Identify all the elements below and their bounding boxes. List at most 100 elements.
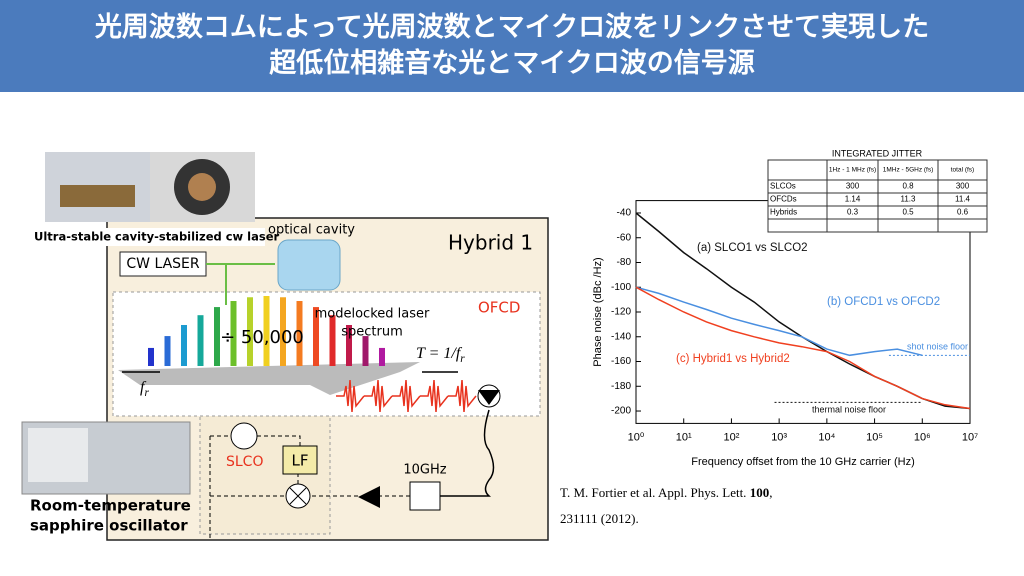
table-cell: 0.8	[902, 182, 914, 191]
spectrum-line	[214, 307, 220, 366]
table-cell: 0.5	[902, 208, 914, 217]
series-label: (b) OFCD1 vs OFCD2	[827, 296, 940, 308]
spectrum-line	[263, 296, 270, 366]
spectrum-line	[379, 347, 385, 366]
fr-label: fr	[140, 379, 149, 399]
pulse	[364, 379, 393, 413]
table-cell: 1.14	[845, 195, 861, 204]
title-line: 超低位相雑音な光とマイクロ波の信号源	[269, 47, 754, 78]
table-cell: 11.4	[955, 195, 971, 204]
laser-label: CW LASER	[126, 256, 199, 272]
table-cell: OFCDs	[770, 195, 797, 204]
spectrum-line	[329, 315, 336, 366]
table-cell: 0.3	[847, 208, 859, 217]
period-label: T = 1/fr	[416, 345, 465, 365]
spectrum-line	[197, 315, 204, 366]
table-cell: 300	[956, 182, 970, 191]
period-label-sub: r	[460, 353, 465, 365]
table-cell: 300	[846, 182, 860, 191]
pulse	[336, 379, 365, 413]
photodiode	[478, 390, 500, 405]
slco-label: SLCO	[226, 454, 263, 470]
spectrum-line	[362, 336, 369, 366]
spectrum-line	[296, 301, 303, 366]
x-tick-label: 10⁶	[914, 431, 931, 443]
photodiode	[477, 384, 501, 408]
spectrum-label: modelocked laser	[315, 307, 430, 322]
x-tick-label: 10²	[723, 431, 739, 443]
x-tick-label: 10³	[771, 431, 787, 443]
series-line	[635, 286, 923, 357]
diagram: Ultra-stable cavity-stabilized cw lasero…	[21, 152, 549, 541]
laser-box	[119, 251, 207, 277]
spectrum-line	[148, 347, 154, 366]
citation-part: T. M. Fortier et al. Appl. Phys. Lett.	[560, 485, 750, 500]
y-tick-label: -60	[617, 232, 632, 243]
y-tick-label: -40	[617, 208, 632, 219]
x-tick-label: 10⁵	[866, 431, 883, 443]
x-tick-label: 10⁷	[962, 431, 978, 443]
fr-label-sub: r	[144, 387, 149, 399]
oscillator-symbol	[230, 422, 258, 450]
filter-box	[409, 481, 441, 511]
spectrum-line	[346, 325, 352, 366]
spectrum-line	[313, 307, 319, 366]
cavity-label: optical cavity	[268, 223, 355, 238]
x-tick-label: 10⁴	[818, 431, 835, 443]
slco-box	[199, 415, 331, 535]
y-tick-label: -100	[611, 282, 631, 293]
y-tick-label: -180	[611, 381, 631, 392]
x-axis-label: Frequency offset from the 10 GHz carrier…	[691, 456, 915, 468]
citation: 231111 (2012).	[560, 511, 639, 526]
series-label: (c) Hybrid1 vs Hybrid2	[676, 353, 790, 365]
pulse	[392, 379, 421, 413]
signal-path	[209, 435, 301, 540]
series-line	[635, 286, 971, 410]
noise-floor-label: thermal noise floor	[812, 405, 886, 415]
y-axis-label: Phase noise (dBc /Hz)	[592, 257, 604, 366]
oscillator-photo	[28, 428, 88, 482]
pulse	[420, 379, 449, 413]
table-title: INTEGRATED JITTER	[832, 148, 923, 158]
caption-bg	[30, 228, 265, 246]
spectrum-base	[118, 362, 420, 395]
spectrum-line	[230, 301, 237, 366]
cavity	[277, 239, 341, 291]
chart: -40 -60 -80 -100 -120 -140 -160 -180 -200 10⁰ 10¹ 1…	[592, 200, 978, 468]
x-tick-label: 10¹	[676, 431, 692, 443]
oscillator-label: sapphire oscillator	[30, 517, 188, 535]
table-header: 1MHz - 5GHz (fs)	[883, 167, 934, 174]
table-header: 1Hz - 1 MHz (fs)	[829, 167, 876, 174]
hybrid-label: Hybrid 1	[448, 231, 533, 255]
spectrum-line	[181, 325, 187, 366]
noise-floor-label: shot noise floor	[907, 342, 968, 352]
signal-path	[440, 409, 495, 497]
mixer	[289, 487, 307, 505]
table-cell: 0.6	[957, 208, 969, 217]
y-tick-label: -80	[617, 257, 632, 268]
y-tick-label: -160	[611, 356, 631, 367]
plot-frame	[635, 200, 971, 424]
table-cell: 11.3	[901, 195, 917, 204]
spectrum-line	[280, 297, 286, 366]
photo-caption: Ultra-stable cavity-stabilized cw laser	[34, 230, 280, 244]
oscillator-label: Room-temperature	[30, 497, 191, 515]
series-label: (a) SLCO1 vs SLCO2	[697, 242, 808, 254]
period-label-base: T = 1/f	[416, 345, 463, 362]
pulse	[448, 379, 477, 413]
y-tick-label: -200	[611, 406, 631, 417]
photo-detail	[188, 173, 216, 201]
jitter-table: INTEGRATED JITTER 1Hz - 1 MHz (fs) 1MHz - …	[767, 148, 988, 233]
table-cell: SLCOs	[770, 182, 796, 191]
table-header: total (fs)	[951, 167, 974, 174]
citation-part: 100	[750, 485, 770, 500]
spectrum-line	[164, 336, 171, 366]
citation: T. M. Fortier et al. Appl. Phys. Lett. 1…	[560, 485, 772, 500]
filter-label: 10GHz	[403, 463, 446, 478]
title-line: 光周波数コムによって光周波数とマイクロ波をリンクさせて実現した	[94, 11, 929, 42]
fr-label-base: f	[140, 379, 147, 396]
divider-label: ÷ 50,000	[220, 327, 304, 348]
header-band	[0, 0, 1024, 92]
photo-detail	[60, 185, 135, 207]
